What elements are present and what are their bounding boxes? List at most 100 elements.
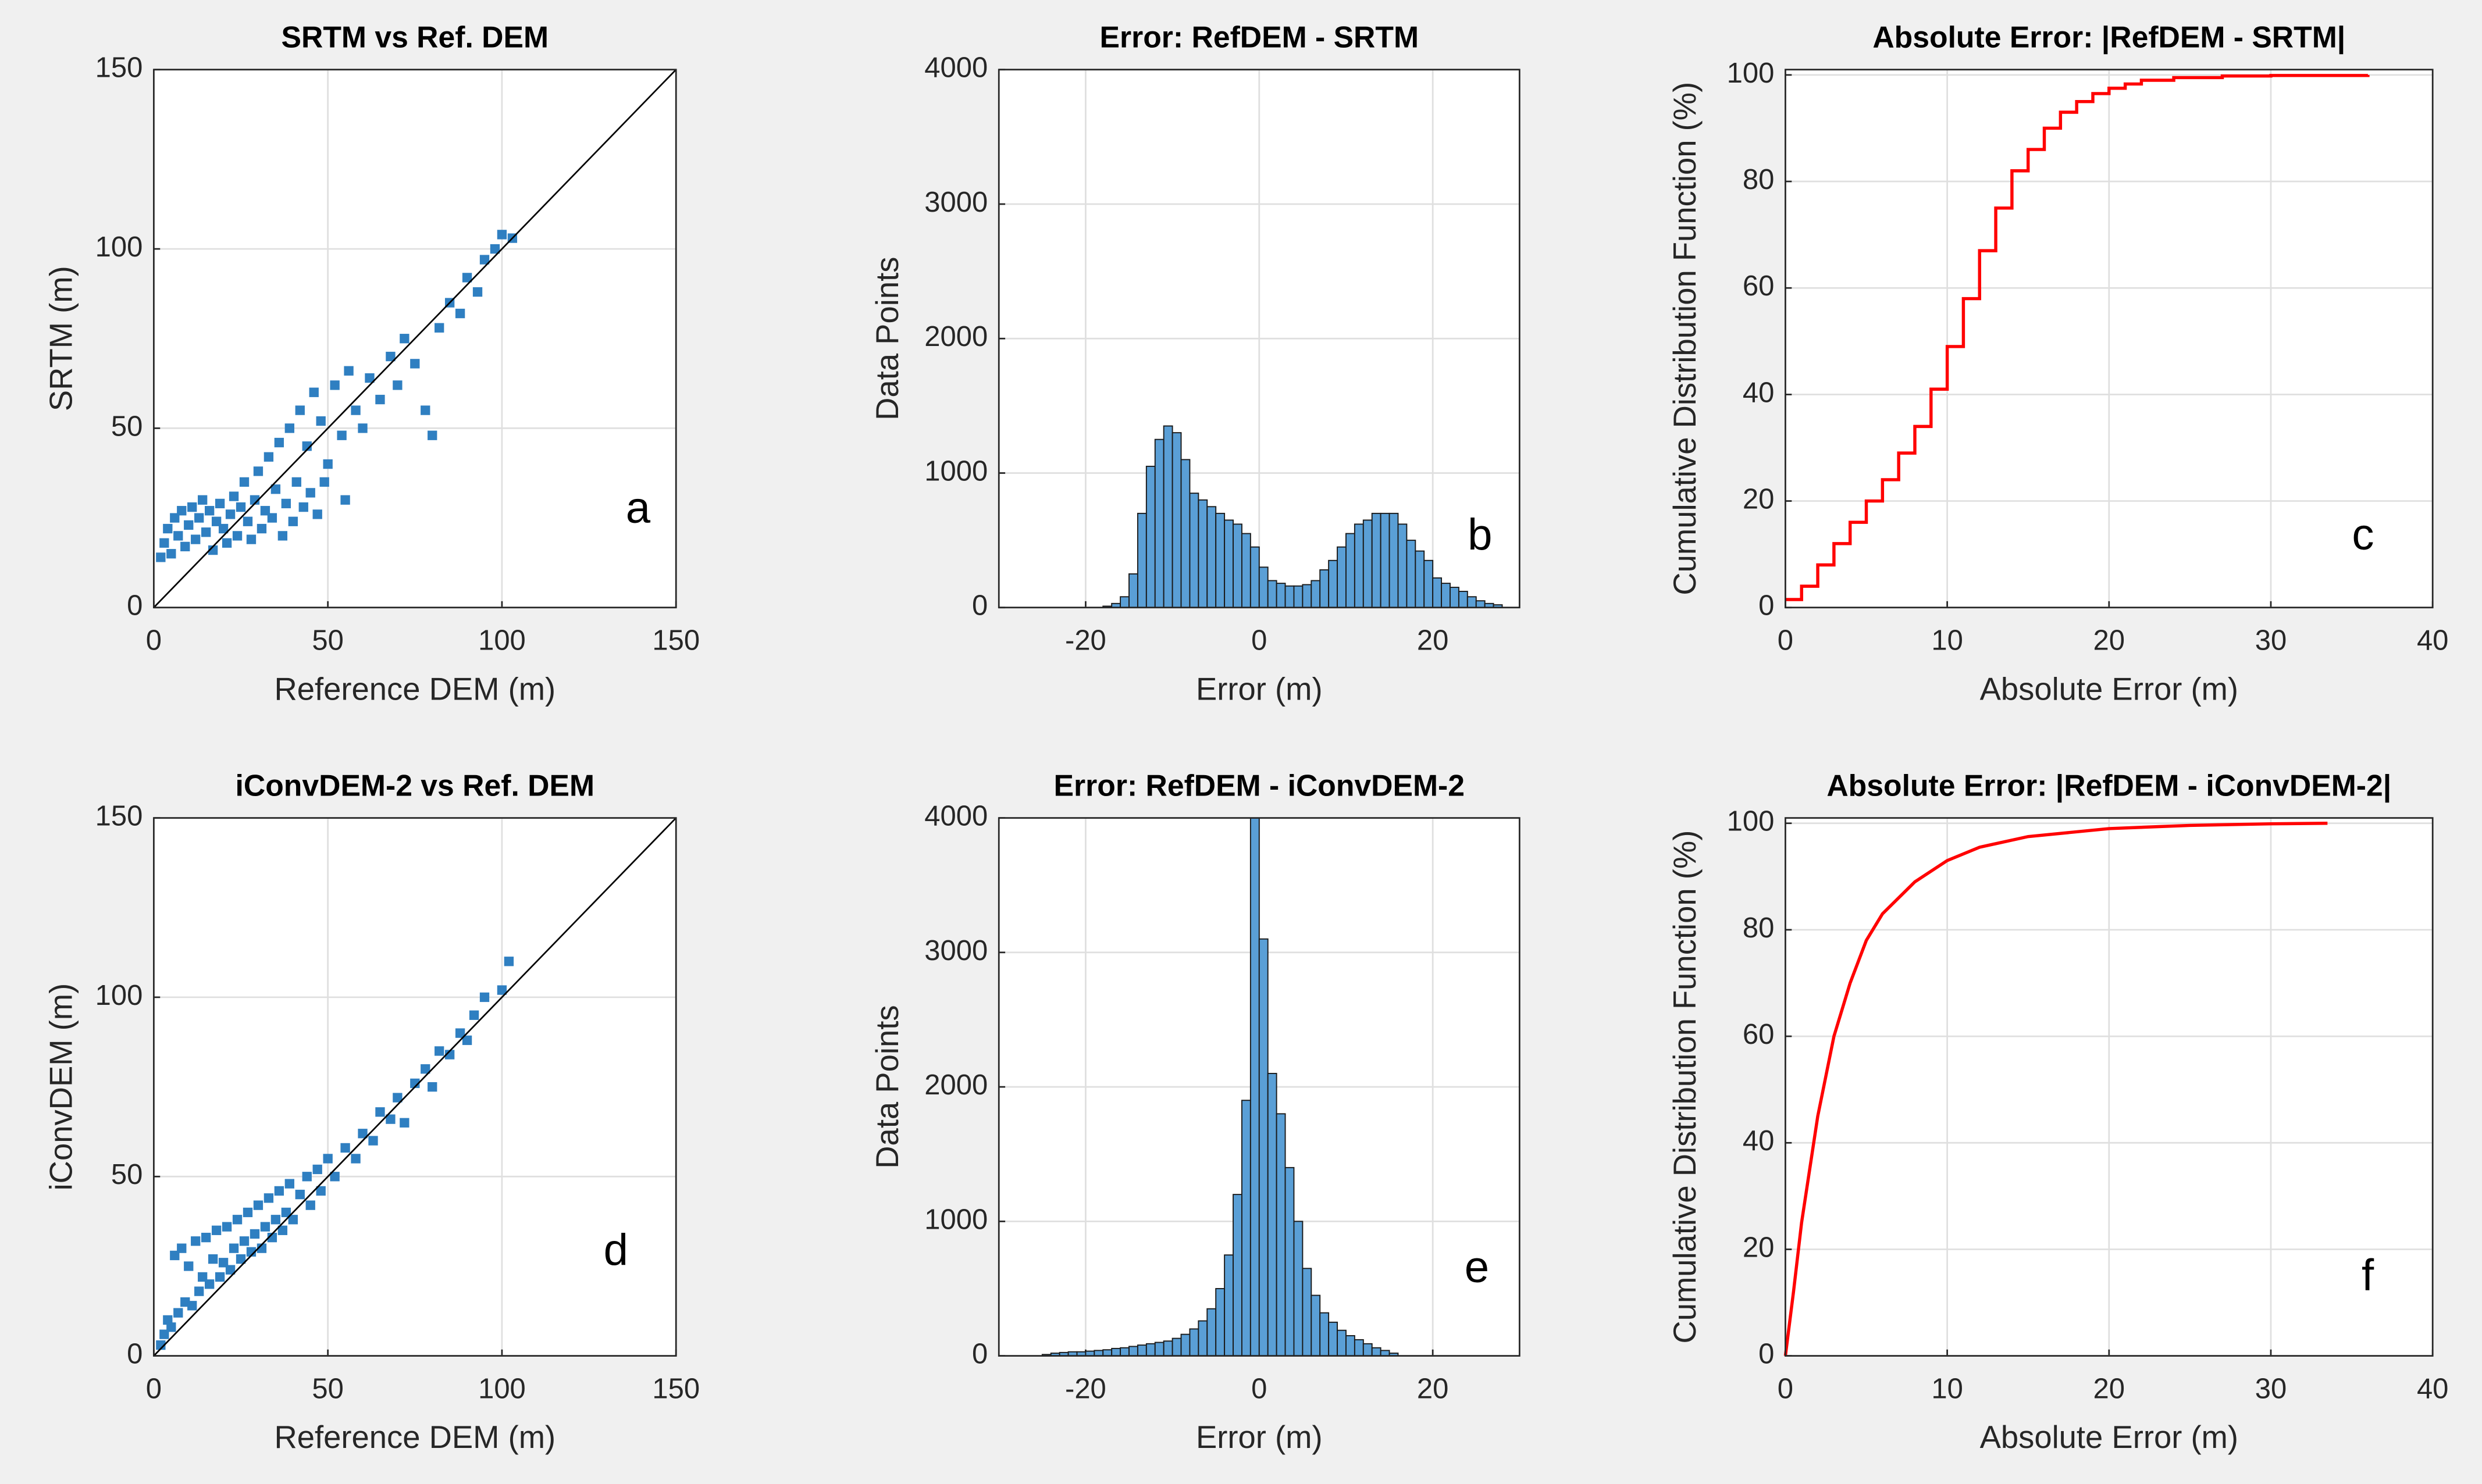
scatter-point bbox=[204, 1279, 215, 1289]
scatter-point bbox=[462, 1035, 472, 1046]
scatter-point bbox=[316, 416, 326, 426]
scatter-point bbox=[298, 502, 308, 512]
scatter-point bbox=[284, 423, 294, 433]
scatter-point bbox=[187, 1301, 197, 1311]
scatter-point bbox=[375, 394, 385, 405]
y-axis-label: Cumulative Distribution Function (%) bbox=[1667, 82, 1703, 595]
y-tick-label: 1000 bbox=[924, 455, 988, 487]
scatter-point bbox=[312, 509, 322, 519]
scatter-point bbox=[435, 1046, 444, 1056]
scatter-point bbox=[497, 230, 507, 240]
histogram-bar bbox=[1371, 1347, 1381, 1357]
histogram-bar bbox=[1475, 600, 1486, 608]
scatter-point bbox=[302, 441, 312, 451]
histogram-bar bbox=[1206, 506, 1217, 608]
scatter-point bbox=[365, 373, 375, 383]
y-tick-label: 60 bbox=[1743, 1019, 1774, 1050]
scatter-point bbox=[246, 1247, 257, 1257]
scatter-point bbox=[194, 513, 204, 523]
scatter-point bbox=[351, 405, 361, 415]
scatter-point bbox=[444, 1050, 455, 1060]
scatter-point bbox=[260, 506, 270, 516]
y-tick-label: 4000 bbox=[924, 52, 988, 84]
chart-title: SRTM vs Ref. DEM bbox=[282, 20, 549, 54]
histogram-bar bbox=[1415, 550, 1425, 608]
x-tick-label: 100 bbox=[478, 1373, 526, 1404]
scatter-point bbox=[305, 1200, 315, 1210]
histogram-bar bbox=[1111, 1347, 1121, 1357]
x-tick-label: 20 bbox=[2093, 1373, 2125, 1404]
scatter-point bbox=[173, 531, 183, 541]
x-tick-label: 0 bbox=[146, 625, 162, 657]
y-tick-label: 0 bbox=[127, 590, 143, 622]
scatter-point bbox=[177, 1243, 187, 1253]
histogram-bar bbox=[1337, 546, 1347, 608]
histogram-bar bbox=[1233, 523, 1242, 608]
panel-annotation: a bbox=[626, 483, 651, 533]
histogram-bar bbox=[1258, 566, 1269, 608]
x-tick-label: 50 bbox=[312, 625, 343, 657]
scatter-point bbox=[393, 1093, 403, 1103]
scatter-point bbox=[274, 437, 284, 448]
x-tick-label: 20 bbox=[2093, 625, 2125, 657]
scatter-point bbox=[469, 1010, 479, 1020]
x-tick-label: 10 bbox=[1931, 625, 1963, 657]
histogram-bar bbox=[1388, 512, 1399, 608]
y-tick-label: 80 bbox=[1743, 164, 1774, 195]
axes-frame bbox=[1785, 69, 2434, 609]
y-tick-label: 100 bbox=[95, 231, 143, 263]
y-axis-label: Data Points bbox=[870, 1005, 905, 1168]
scatter-point bbox=[270, 1215, 281, 1225]
scatter-point bbox=[428, 430, 437, 440]
y-tick-label: 4000 bbox=[924, 801, 988, 832]
histogram-bar bbox=[1189, 493, 1199, 608]
histogram-bar bbox=[1241, 1100, 1251, 1357]
histogram-bar bbox=[1267, 580, 1277, 608]
scatter-point bbox=[267, 1232, 277, 1243]
histogram-bar bbox=[1145, 465, 1156, 608]
scatter-point bbox=[410, 359, 420, 369]
scatter-point bbox=[340, 1143, 350, 1153]
scatter-point bbox=[222, 538, 232, 548]
scatter-point bbox=[302, 1172, 312, 1182]
histogram-bar bbox=[1354, 1339, 1364, 1357]
x-axis-label: Absolute Error (m) bbox=[1980, 1419, 2238, 1455]
scatter-point bbox=[236, 502, 246, 512]
scatter-point bbox=[267, 513, 277, 523]
scatter-point bbox=[270, 484, 281, 494]
y-tick-label: 0 bbox=[972, 1339, 988, 1370]
scatter-point bbox=[239, 1236, 250, 1246]
y-tick-label: 60 bbox=[1743, 270, 1774, 302]
histogram-bar bbox=[1094, 1350, 1104, 1357]
panel-annotation: e bbox=[1465, 1243, 1489, 1292]
scatter-point bbox=[358, 423, 368, 433]
histogram-bar bbox=[1293, 585, 1304, 608]
scatter-point bbox=[277, 531, 288, 541]
scatter-point bbox=[330, 1172, 340, 1182]
y-tick-label: 50 bbox=[111, 1159, 143, 1190]
scatter-point bbox=[288, 1215, 298, 1225]
histogram-bar bbox=[1345, 1335, 1355, 1357]
scatter-point bbox=[187, 502, 197, 512]
histogram-bar bbox=[1163, 1340, 1173, 1357]
y-axis-label: Data Points bbox=[870, 257, 905, 420]
scatter-point bbox=[201, 1232, 211, 1243]
scatter-point bbox=[159, 538, 169, 548]
scatter-point bbox=[177, 506, 187, 516]
cdf-line bbox=[1785, 74, 2370, 601]
y-tick-label: 1000 bbox=[924, 1204, 988, 1235]
scatter-point bbox=[386, 1114, 396, 1124]
histogram-bar bbox=[1302, 1268, 1312, 1357]
y-tick-label: 50 bbox=[111, 411, 143, 442]
histogram-bar bbox=[1189, 1328, 1199, 1357]
histogram-bar bbox=[1163, 425, 1173, 608]
axes-frame bbox=[998, 817, 1520, 1357]
scatter-point bbox=[156, 1340, 166, 1350]
x-tick-label: 100 bbox=[478, 625, 526, 657]
y-axis-label: Cumulative Distribution Function (%) bbox=[1667, 830, 1703, 1344]
chart-title: iConvDEM-2 vs Ref. DEM bbox=[236, 769, 594, 802]
scatter-point bbox=[198, 1272, 208, 1282]
histogram-bar bbox=[1345, 533, 1355, 608]
scatter-point bbox=[191, 534, 201, 544]
scatter-point bbox=[337, 430, 347, 440]
